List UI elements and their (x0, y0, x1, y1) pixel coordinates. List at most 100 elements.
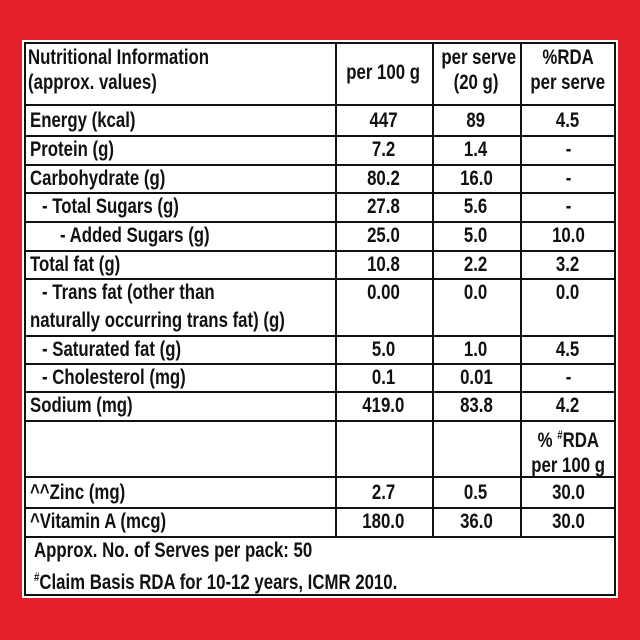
rda-header-text: per 100 g (531, 454, 605, 477)
value-cell-text: 27.8 (367, 195, 400, 218)
value-cell: 4.2 (520, 392, 616, 419)
value-cell-text: 0.5 (464, 481, 488, 504)
row-label: naturally occurring trans fat) (g) (30, 307, 330, 334)
value-cell-text: 36.0 (459, 510, 493, 533)
footer-serves-text: Approx. No. of Serves per pack: 50 (34, 539, 313, 562)
rda-header-part: RDA (562, 429, 599, 452)
row-label: - Cholesterol (mg) (42, 364, 342, 391)
value-cell-text: - (565, 195, 571, 218)
row-label-text: - Cholesterol (mg) (42, 366, 186, 389)
rda-header: % #RDA per 100 g (520, 423, 616, 478)
footer-note-sup: # (34, 570, 40, 584)
value-cell: 16.0 (432, 165, 520, 192)
value-cell: 36.0 (432, 508, 520, 535)
value-cell: 2.2 (432, 251, 520, 278)
header-cell-text: per 100 g (346, 61, 421, 84)
value-cell: - (520, 165, 616, 192)
footer-serves: Approx. No. of Serves per pack: 50 (34, 537, 534, 564)
rda-header-part: # (556, 428, 563, 442)
value-cell: 3.2 (520, 251, 616, 278)
rule (24, 42, 616, 44)
value-cell: 83.8 (432, 392, 520, 419)
value-cell: 2.7 (335, 479, 432, 506)
value-cell: 0.5 (432, 479, 520, 506)
rule (24, 391, 616, 393)
value-cell-text: 447 (369, 109, 398, 132)
rule (24, 536, 616, 538)
value-cell: 0.1 (335, 364, 432, 391)
value-cell: 7.2 (335, 136, 432, 163)
value-cell-text: 10.8 (367, 253, 400, 276)
row-label-text: - Saturated fat (g) (42, 338, 182, 361)
value-cell-text: 10.0 (551, 224, 585, 247)
nutrition-table: Nutritional Information (approx. values) p… (22, 40, 618, 598)
value-cell-text: - (565, 167, 571, 190)
header-cell-text: per serve (441, 46, 517, 69)
row-label: Total fat (g) (30, 251, 330, 278)
value-cell-text: - (565, 138, 571, 161)
row-label-text: Total fat (g) (30, 253, 121, 276)
value-cell-text: 1.4 (464, 138, 488, 161)
rule (24, 104, 616, 106)
header-cell-text: (20 g) (453, 71, 499, 94)
rule (24, 363, 616, 365)
value-cell-text: 80.2 (367, 167, 400, 190)
row-label: Energy (kcal) (30, 107, 330, 134)
row-label-text: Carbohydrate (g) (30, 167, 166, 190)
rda-header-text: % #RDA (537, 423, 598, 453)
rda-header-part: % (537, 429, 557, 452)
value-cell: 0.00 (335, 279, 432, 306)
value-cell-text: - (565, 366, 571, 389)
value-cell: 5.6 (432, 193, 520, 220)
value-cell: 0.01 (432, 364, 520, 391)
value-cell-text: 419.0 (362, 394, 405, 417)
value-cell: 30.0 (520, 508, 616, 535)
row-label-text: Sodium (mg) (30, 394, 133, 417)
rule (24, 135, 616, 137)
rule (24, 221, 616, 223)
header-cell-text: Nutritional Information (28, 46, 210, 69)
value-cell-text: 16.0 (459, 167, 493, 190)
row-label: ^Vitamin A (mcg) (30, 508, 330, 535)
row-label: - Added Sugars (g) (60, 222, 360, 249)
footer-note-text: #Claim Basis RDA for 10-12 years, ICMR 2… (34, 564, 397, 596)
value-cell: - (520, 364, 616, 391)
value-cell: 447 (335, 107, 432, 134)
value-cell-text: 0.0 (464, 281, 488, 304)
value-cell: 0.0 (520, 279, 616, 306)
value-cell-text: 0.0 (556, 281, 580, 304)
value-cell: - (520, 193, 616, 220)
value-cell-text: 25.0 (367, 224, 400, 247)
value-cell: 80.2 (335, 165, 432, 192)
rule (520, 42, 522, 536)
value-cell-text: 5.6 (464, 195, 488, 218)
value-cell-text: 0.01 (459, 366, 493, 389)
value-cell: 419.0 (335, 392, 432, 419)
value-cell: 4.5 (520, 336, 616, 363)
row-label-text: ^Vitamin A (mcg) (30, 510, 167, 533)
rule (24, 476, 616, 478)
rule (335, 42, 337, 536)
rule (24, 278, 616, 280)
header-cell: per serve (20 g) (432, 45, 520, 95)
row-label: - Saturated fat (g) (42, 336, 342, 363)
value-cell-text: 3.2 (556, 253, 580, 276)
row-label: Sodium (mg) (30, 392, 330, 419)
header-cell-text: %RDA (542, 46, 594, 69)
value-cell-text: 4.5 (556, 338, 580, 361)
row-label-text: - Total Sugars (g) (42, 195, 179, 218)
value-cell-text: 2.7 (371, 481, 396, 504)
rule (432, 42, 434, 536)
value-cell-text: 4.2 (556, 394, 580, 417)
row-label-text: ^^Zinc (mg) (30, 481, 126, 504)
rule (24, 250, 616, 252)
rule (614, 42, 616, 596)
row-label: Protein (g) (30, 136, 330, 163)
value-cell: 4.5 (520, 107, 616, 134)
value-cell: 1.0 (432, 336, 520, 363)
value-cell: 10.8 (335, 251, 432, 278)
header-cell: Nutritional Information (approx. values) (28, 45, 328, 95)
row-label: ^^Zinc (mg) (30, 479, 330, 506)
value-cell: 89 (432, 107, 520, 134)
